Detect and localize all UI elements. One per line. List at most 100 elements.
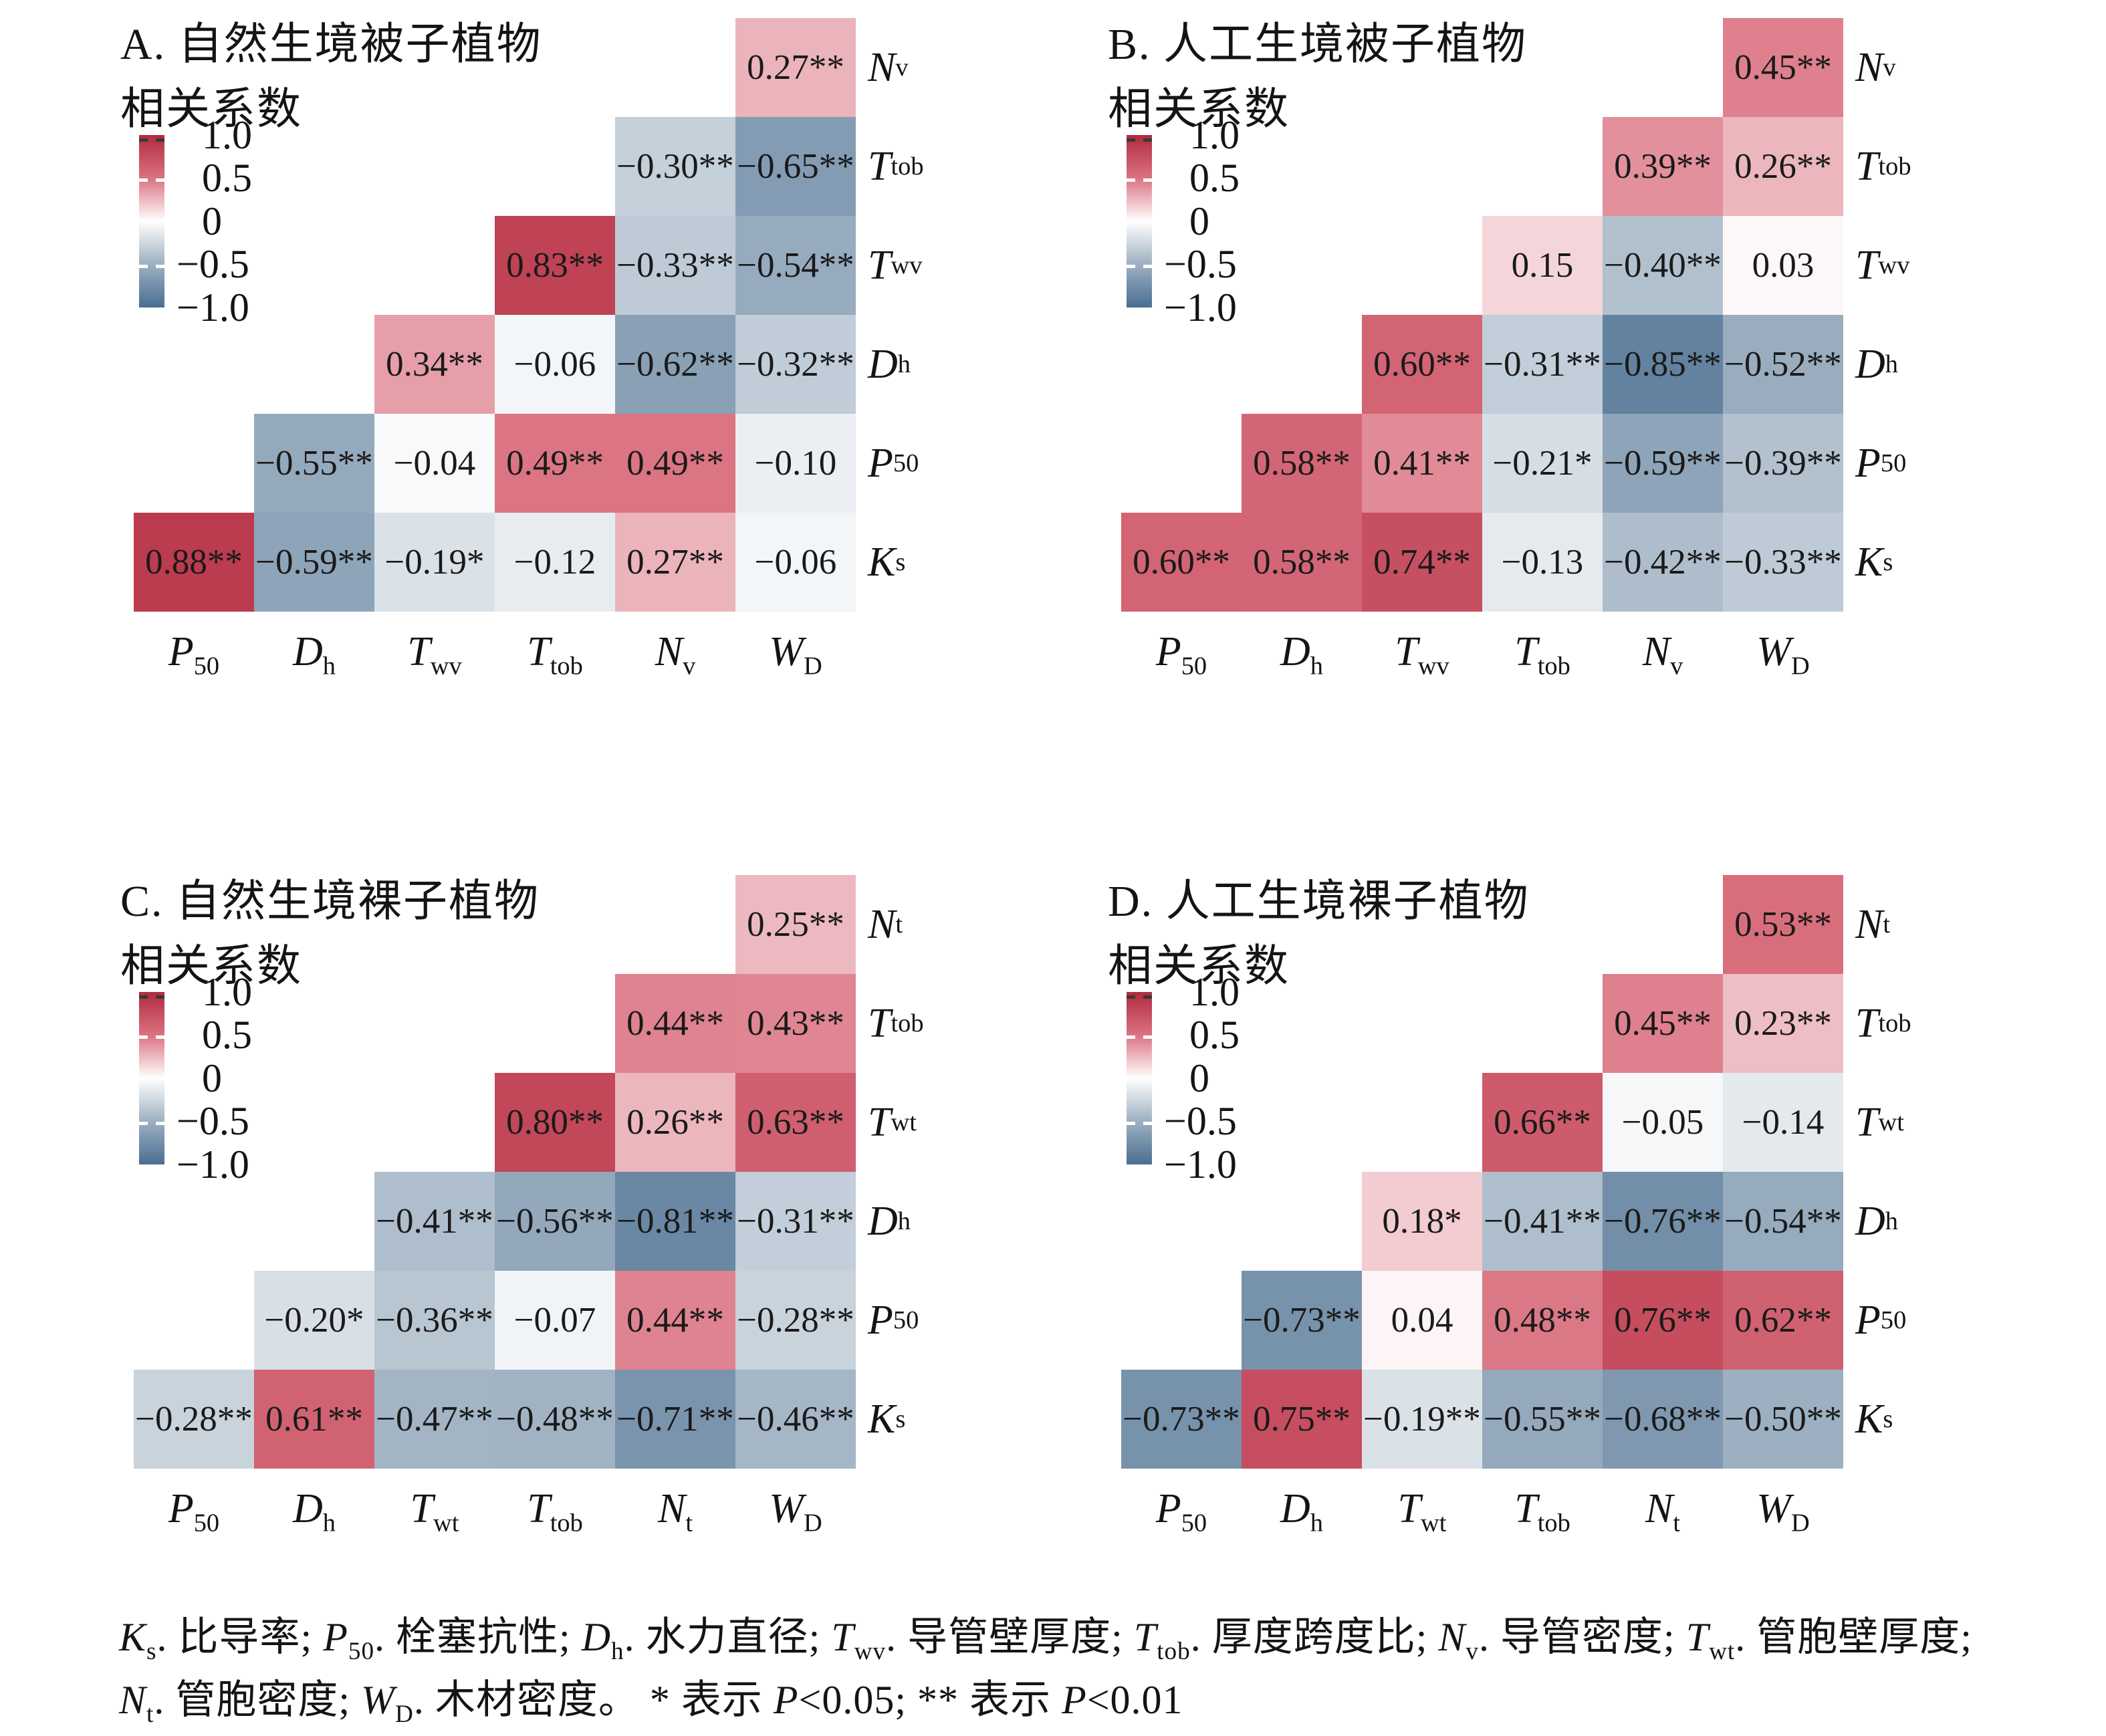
heatmap-cell-P50-Twt: 0.04 [1362, 1271, 1482, 1370]
cell-value: 0.26** [1734, 147, 1832, 186]
cell-value: −0.28** [737, 1301, 854, 1340]
panel-title: B. 人工生境被子植物 [1108, 20, 1528, 69]
cell-value: 0.43** [747, 1004, 844, 1043]
row-label-P50: P 50 [868, 1297, 919, 1343]
cell-value: −0.46** [737, 1400, 854, 1439]
footnote-text: . 管胞壁厚度; [1735, 1615, 1972, 1659]
figure-footnote: Ks. 比导率; P50. 栓塞抗性; Dh. 水力直径; Twv. 导管壁厚度… [119, 1606, 2081, 1731]
heatmap-cell-P50-Dh: −0.73** [1242, 1271, 1362, 1370]
column-label-Nv: Nv [655, 629, 696, 680]
heatmap-cell-P50-WD: 0.62** [1723, 1271, 1843, 1370]
legend-title: 相关系数 [1108, 85, 1290, 134]
cell-value: −0.52** [1724, 345, 1842, 384]
cell-value: 0.34** [386, 345, 483, 384]
heatmap-cell-P50-Nv: −0.59** [1603, 414, 1723, 513]
colorbar-tick-label: 0.5 [1189, 156, 1240, 200]
cell-value: −0.59** [1604, 444, 1722, 483]
colorbar-tick-label: −0.5 [1164, 1099, 1237, 1143]
cell-value: −0.55** [255, 444, 373, 483]
footnote-line-2: Nt. 管胞密度; WD. 木材密度。 * 表示 P<0.05; ** 表示 P… [119, 1668, 2081, 1731]
heatmap-cell-Ks-Ttob: −0.48** [495, 1370, 615, 1469]
footnote-var-Ks: Ks [119, 1615, 157, 1665]
cell-value: −0.10 [754, 444, 837, 483]
cell-value: −0.39** [1724, 444, 1842, 483]
heatmap-cell-Ks-P50: 0.88** [134, 513, 254, 612]
footnote-text: . 木材密度。 * 表示 [413, 1678, 774, 1722]
colorbar-tick-label: 0 [202, 1056, 222, 1100]
cell-value: −0.48** [496, 1400, 614, 1439]
footnote-var-P50: P50 [323, 1615, 375, 1665]
heatmap-cell-P50-Dh: −0.55** [254, 414, 374, 513]
colorbar-tick-label: 0 [1189, 199, 1209, 243]
column-label-Ttob: Ttob [527, 629, 583, 680]
cell-value: −0.81** [616, 1202, 734, 1241]
heatmap-cell-Dh-Ttob: −0.41** [1482, 1172, 1603, 1271]
cell-value: −0.19** [1363, 1400, 1481, 1439]
column-label-Twv: Twv [407, 629, 462, 680]
cell-value: 0.76** [1614, 1301, 1712, 1340]
heatmap-cell-Ks-Nt: −0.68** [1603, 1370, 1723, 1469]
heatmap-cell-Ks-WD: −0.46** [735, 1370, 856, 1469]
column-label-Dh: Dh [293, 1486, 336, 1537]
column-label-Twv: Twv [1395, 629, 1449, 680]
cell-value: 0.18* [1382, 1202, 1462, 1241]
colorbar-gradient [1127, 135, 1152, 307]
colorbar-tick-label: −1.0 [1164, 1142, 1237, 1187]
heatmap-cell-Ks-Ttob: −0.55** [1482, 1370, 1603, 1469]
column-label-P50: P50 [1155, 1486, 1207, 1537]
heatmap-cell-Ks-Twt: −0.19** [1362, 1370, 1482, 1469]
heatmap-cell-P50-WD: −0.28** [735, 1271, 856, 1370]
column-label-Nv: Nv [1642, 629, 1683, 680]
heatmap-cell-Twv-Ttob: 0.15 [1482, 216, 1603, 315]
heatmap-cell-Ks-Ttob: −0.13 [1482, 513, 1603, 612]
colorbar-tick-label: 0 [1189, 1056, 1209, 1100]
column-labels: P50 Dh Twt Ttob Nt WD [134, 1485, 856, 1552]
heatmap-cell-Ttob-Nv: 0.39** [1603, 117, 1723, 216]
cell-value: −0.04 [393, 444, 476, 483]
cell-value: −0.33** [1724, 543, 1842, 582]
cell-value: 0.27** [747, 48, 844, 87]
cell-value: −0.13 [1501, 543, 1584, 582]
heatmap-cell-Twt-Ttob: 0.66** [1482, 1073, 1603, 1172]
heatmap-cell-Nv-WD: 0.45** [1723, 18, 1843, 117]
cell-value: −0.12 [513, 543, 596, 582]
panel-b-artificial-angiosperms: B. 人工生境被子植物 相关系数 1.0 0.5 0 −0.5 −1.0 0.45** 0… [1108, 8, 2091, 864]
cell-value: −0.31** [737, 1202, 854, 1241]
heatmap-cell-P50-Twv: 0.41** [1362, 414, 1482, 513]
cell-value: −0.85** [1604, 345, 1722, 384]
column-labels: P50 Dh Twv Ttob Nv WD [1121, 628, 1843, 695]
heatmap-cell-P50-Ttob: 0.49** [495, 414, 615, 513]
colorbar-tick-label: 1.0 [1189, 112, 1240, 157]
legend-title: 相关系数 [120, 85, 302, 134]
footnote-text: . 栓塞抗性; [374, 1615, 582, 1659]
heatmap-cell-P50-Ttob: 0.48** [1482, 1271, 1603, 1370]
heatmap-cell-Ks-Dh: −0.59** [254, 513, 374, 612]
footnote-text: . 水力直径; [624, 1615, 832, 1659]
heatmap-cell-Twv-Nv: −0.40** [1603, 216, 1723, 315]
correlation-matrix: 0.45** 0.39** 0.26** 0.15 −0.40** 0.03 0.60** −… [1121, 18, 1843, 612]
cell-value: −0.62** [616, 345, 734, 384]
footnote-var-Nt: Nt [119, 1678, 154, 1728]
cell-value: −0.07 [513, 1301, 596, 1340]
heatmap-cell-Ks-Twv: 0.74** [1362, 513, 1482, 612]
column-label-Dh: Dh [293, 629, 336, 680]
heatmap-cell-Dh-Nv: −0.85** [1603, 315, 1723, 414]
cell-value: −0.21* [1492, 444, 1593, 483]
footnote-var-Twt: Twt [1685, 1615, 1736, 1665]
colorbar-tick-label: −1.0 [177, 1142, 249, 1187]
heatmap-cell-Ttob-WD: −0.65** [735, 117, 856, 216]
correlation-matrix: 0.25** 0.44** 0.43** 0.80** 0.26** 0.63** −0.4… [134, 875, 856, 1469]
heatmap-cell-Twt-WD: −0.14 [1723, 1073, 1843, 1172]
heatmap-cell-Twt-Nt: −0.05 [1603, 1073, 1723, 1172]
